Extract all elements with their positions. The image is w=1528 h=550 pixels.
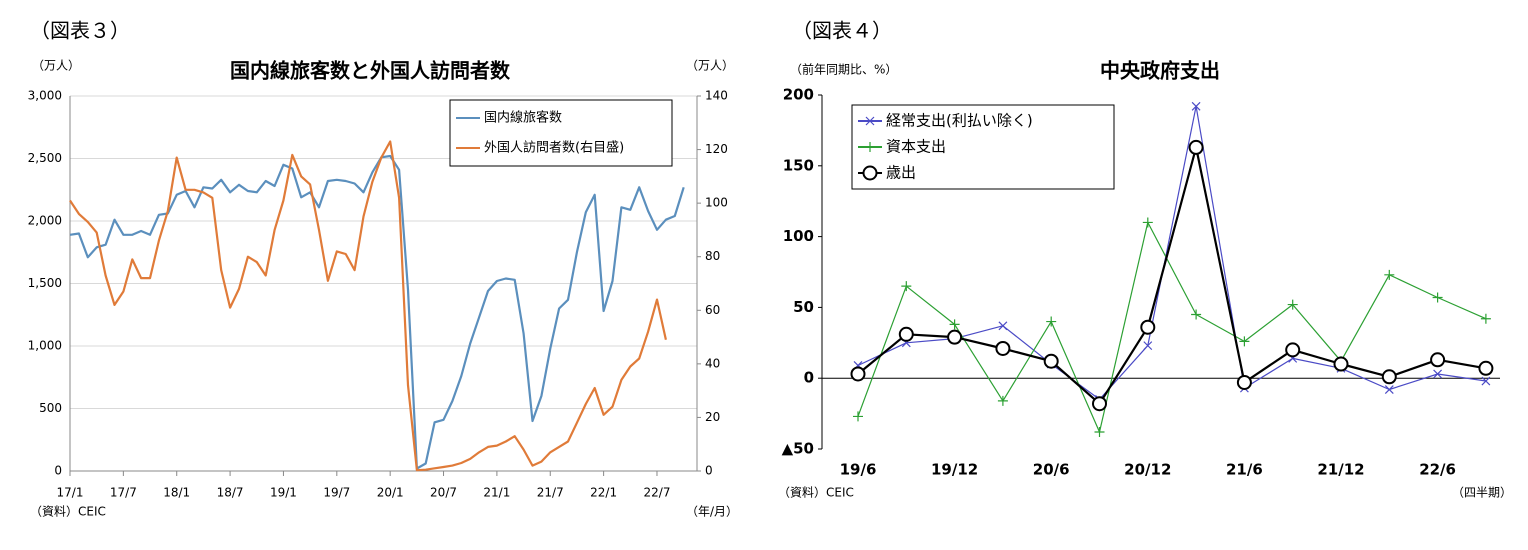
x-tick-label: 21/12 bbox=[1317, 461, 1364, 479]
chart-title: 国内線旅客数と外国人訪問者数 bbox=[230, 59, 511, 83]
x-axis-label: （四半期） bbox=[1452, 486, 1512, 500]
point-marker bbox=[1142, 217, 1153, 228]
legend-label: 外国人訪問者数(右目盛) bbox=[484, 140, 624, 156]
y2-tick-label: 60 bbox=[705, 303, 720, 317]
point-marker bbox=[1094, 427, 1105, 438]
y-tick-label: 1,500 bbox=[28, 276, 62, 290]
y2-tick-label: 120 bbox=[705, 142, 728, 156]
y-tick-label: 1,000 bbox=[28, 339, 62, 353]
x-tick-label: 21/1 bbox=[483, 486, 510, 500]
point-marker bbox=[1287, 299, 1298, 310]
y-tick-label: 150 bbox=[783, 156, 814, 174]
x-tick-label: 18/1 bbox=[163, 486, 190, 500]
point-marker bbox=[1384, 385, 1394, 394]
point-marker bbox=[1480, 313, 1491, 324]
legend-box bbox=[449, 99, 673, 167]
source: （資料）CEIC bbox=[778, 486, 854, 500]
point-marker bbox=[1285, 342, 1301, 358]
point-marker bbox=[898, 326, 914, 342]
point-marker bbox=[1143, 341, 1153, 351]
point-marker bbox=[998, 321, 1008, 331]
y-tick-label: 0 bbox=[54, 464, 62, 478]
legend-label: 国内線旅客数 bbox=[484, 110, 562, 126]
x-tick-label: 17/1 bbox=[57, 486, 84, 500]
y2-tick-label: 20 bbox=[705, 410, 720, 424]
point-marker bbox=[853, 411, 863, 422]
point-marker bbox=[901, 281, 912, 292]
figure-label: （図表３） bbox=[30, 19, 130, 43]
x-tick-label: 20/12 bbox=[1124, 461, 1171, 479]
point-marker bbox=[1239, 336, 1250, 347]
legend-marker bbox=[865, 142, 875, 152]
point-marker bbox=[1140, 319, 1156, 335]
x-tick-label: 17/7 bbox=[110, 486, 137, 500]
y-tick-label: 0 bbox=[804, 369, 814, 387]
point-marker bbox=[997, 395, 1008, 406]
point-marker bbox=[1333, 356, 1349, 372]
y-tick-label: 500 bbox=[39, 401, 62, 415]
x-tick-label: 21/6 bbox=[1226, 461, 1263, 479]
x-tick-label: 19/6 bbox=[840, 461, 877, 479]
x-tick-label: 21/7 bbox=[537, 486, 564, 500]
point-marker bbox=[1191, 101, 1201, 111]
y2-tick-label: 100 bbox=[705, 196, 728, 210]
point-marker bbox=[1188, 139, 1204, 155]
point-marker bbox=[1381, 369, 1397, 385]
y-tick-label: ▲50 bbox=[782, 440, 814, 458]
y-tick-label: 2,000 bbox=[28, 214, 62, 228]
series-line bbox=[857, 221, 1487, 433]
point-marker bbox=[1481, 376, 1491, 386]
point-marker bbox=[1430, 352, 1446, 368]
y-tick-label: 100 bbox=[783, 227, 814, 245]
x-tick-label: 22/6 bbox=[1419, 461, 1456, 479]
figure-label: （図表４） bbox=[792, 19, 892, 43]
point-marker bbox=[949, 319, 960, 330]
legend-label: 経常支出(利払い除く) bbox=[886, 112, 1033, 130]
y-axis-label: （前年同期比、%） bbox=[790, 62, 897, 77]
y-tick-label: 3,000 bbox=[28, 89, 62, 103]
point-marker bbox=[1046, 316, 1057, 327]
point-marker bbox=[1092, 396, 1107, 412]
source: （資料）CEIC bbox=[30, 505, 106, 519]
y2-tick-label: 140 bbox=[705, 89, 728, 103]
series-line bbox=[69, 140, 667, 472]
chart-title: 中央政府支出 bbox=[1100, 59, 1220, 83]
x-axis-label: （年/月） bbox=[686, 505, 738, 519]
x-tick-label: 19/7 bbox=[323, 486, 350, 500]
y2-tick-label: 0 bbox=[705, 464, 713, 478]
x-tick-label: 22/1 bbox=[590, 486, 617, 500]
series-line bbox=[857, 146, 1487, 405]
y-tick-label: 50 bbox=[793, 298, 814, 316]
legend-box bbox=[851, 104, 1115, 190]
point-marker bbox=[1384, 269, 1395, 280]
legend-marker bbox=[865, 116, 875, 126]
x-tick-label: 19/1 bbox=[270, 486, 297, 500]
point-marker bbox=[947, 329, 963, 345]
y-tick-label: 2,500 bbox=[28, 151, 62, 165]
x-tick-label: 22/7 bbox=[644, 486, 671, 500]
series-line bbox=[69, 154, 685, 470]
legend-label: 歳出 bbox=[886, 164, 916, 182]
y-tick-label: 200 bbox=[783, 86, 814, 104]
y2-tick-label: 40 bbox=[705, 356, 720, 370]
x-tick-label: 19/12 bbox=[931, 461, 978, 479]
legend-label: 資本支出 bbox=[886, 138, 946, 156]
point-marker bbox=[1433, 369, 1443, 379]
point-marker bbox=[850, 366, 866, 382]
y-axis-label: （万人） bbox=[32, 59, 80, 73]
point-marker bbox=[1236, 374, 1252, 390]
point-marker bbox=[1191, 309, 1202, 320]
point-marker bbox=[1432, 292, 1443, 303]
x-tick-label: 20/1 bbox=[377, 486, 404, 500]
point-marker bbox=[1478, 360, 1494, 376]
legend-marker bbox=[862, 165, 878, 181]
point-marker bbox=[1043, 353, 1059, 369]
x-tick-label: 18/7 bbox=[217, 486, 244, 500]
x-tick-label: 20/7 bbox=[430, 486, 457, 500]
x-tick-label: 20/6 bbox=[1033, 461, 1070, 479]
point-marker bbox=[995, 340, 1011, 356]
y2-tick-label: 80 bbox=[705, 249, 720, 263]
y2-axis-label: （万人） bbox=[686, 59, 734, 73]
